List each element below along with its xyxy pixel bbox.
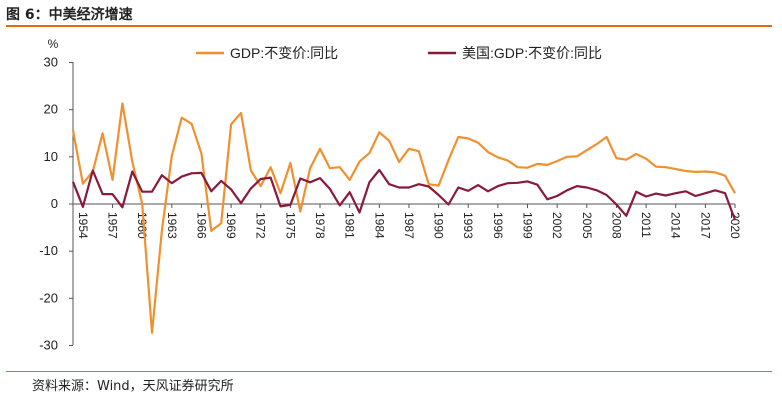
title-rule — [6, 25, 772, 27]
y-tick-label: -10 — [39, 243, 58, 258]
y-tick-label: 30 — [44, 55, 58, 70]
x-tick-label: 1960 — [135, 212, 149, 239]
x-tick-label: 1954 — [76, 212, 90, 239]
y-tick-label: 10 — [44, 149, 58, 164]
footer-rule — [6, 371, 772, 372]
x-tick-label: 2002 — [550, 212, 564, 239]
source-note: 资料来源：Wind，天风证券研究所 — [32, 379, 234, 394]
y-tick-labels: 30 20 10 0 -10 -20 -30 — [39, 55, 58, 353]
x-tick-label: 1969 — [224, 212, 238, 239]
x-tick-label: 1972 — [254, 212, 268, 239]
axes — [69, 62, 736, 346]
x-tick-label: 1996 — [491, 212, 505, 239]
x-tick-label: 2008 — [609, 212, 623, 239]
x-tick-label: 2005 — [580, 212, 594, 239]
y-tick-label: 0 — [51, 196, 58, 211]
series-lines — [71, 102, 737, 334]
x-tick-label: 2014 — [669, 212, 683, 239]
x-tick-label: 2017 — [698, 212, 712, 239]
x-tick-label: 1978 — [313, 212, 327, 239]
legend-label: 美国:GDP:不变价:同比 — [462, 45, 602, 61]
x-tick-label: 1975 — [283, 212, 297, 239]
x-tick-label: 1993 — [461, 212, 475, 239]
x-tick-labels: 1954 1957 1960 1963 1966 1969 1972 1975 1978 1981… — [76, 212, 742, 239]
series-line-us-gdp — [71, 168, 737, 221]
x-tick-label: 1987 — [402, 212, 416, 239]
x-tick-label: 2011 — [639, 212, 653, 238]
x-tick-label: 1990 — [432, 212, 446, 239]
legend-label: GDP:不变价:同比 — [230, 45, 338, 61]
x-tick-label: 1999 — [521, 212, 535, 239]
x-tick-label: 1981 — [343, 212, 357, 239]
x-tick-label: 1963 — [165, 212, 179, 239]
series-line-china-gdp — [71, 102, 736, 334]
figure-title: 图 6：中美经济增速 — [6, 7, 133, 23]
y-tick-label: -20 — [39, 290, 58, 305]
y-unit-label: % — [48, 37, 59, 51]
x-tick-label: 1984 — [372, 212, 386, 239]
y-tick-label: -30 — [39, 338, 58, 353]
x-tick-label: 1957 — [106, 212, 120, 239]
legend: GDP:不变价:同比 美国:GDP:不变价:同比 — [196, 45, 602, 61]
y-tick-label: 20 — [44, 102, 58, 117]
x-tick-label: 1966 — [194, 212, 208, 239]
x-tick-label: 2020 — [728, 212, 742, 239]
